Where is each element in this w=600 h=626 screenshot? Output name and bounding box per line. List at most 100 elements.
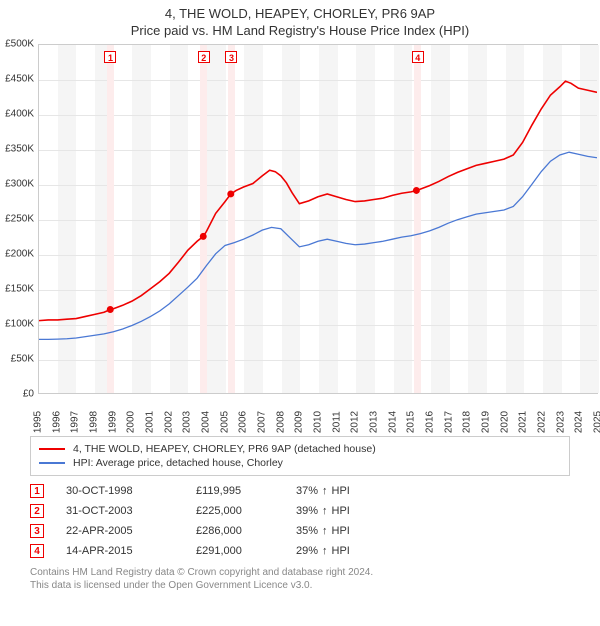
x-tick-label: 2003	[182, 411, 193, 433]
event-row: 2 31-OCT-2003£225,00039% ↑ HPI	[30, 504, 570, 518]
event-pct-value: 29%	[296, 545, 318, 557]
plot-area: 1 2 3 4	[38, 44, 598, 394]
event-marker-1: 1	[104, 51, 116, 63]
footer-line1: Contains HM Land Registry data © Crown c…	[30, 566, 570, 579]
event-row: 4 14-APR-2015£291,00029% ↑ HPI	[30, 544, 570, 558]
x-tick-label: 2012	[350, 411, 361, 433]
x-tick-label: 1995	[33, 411, 44, 433]
x-tick-label: 2019	[481, 411, 492, 433]
events-table: 130-OCT-1998£119,99537%↑HPI231-OCT-2003£…	[30, 484, 570, 558]
x-tick-label: 2008	[275, 411, 286, 433]
x-tick-label: 2013	[369, 411, 380, 433]
y-tick-label: £250K	[5, 214, 34, 225]
y-tick-label: £200K	[5, 249, 34, 260]
event-pct: 37%↑HPI	[296, 485, 350, 497]
event-date: 14-APR-2015	[66, 545, 196, 557]
y-tick-label: £450K	[5, 74, 34, 85]
event-number: 4	[30, 544, 44, 558]
event-date: 30-OCT-1998	[66, 485, 196, 497]
x-tick-label: 2016	[425, 411, 436, 433]
event-dot	[227, 190, 234, 197]
event-pct-value: 39%	[296, 505, 318, 517]
x-tick-label: 2005	[219, 411, 230, 433]
event-suffix: HPI	[332, 525, 350, 537]
legend-label: HPI: Average price, detached house, Chor…	[73, 457, 283, 469]
x-tick-label: 2001	[145, 411, 156, 433]
legend-swatch	[39, 462, 65, 464]
x-tick-label: 2015	[406, 411, 417, 433]
x-tick-label: 1996	[51, 411, 62, 433]
x-tick-label: 2022	[537, 411, 548, 433]
arrow-up-icon: ↑	[322, 505, 328, 517]
x-tick-label: 2020	[499, 411, 510, 433]
chart-title-line1: 4, THE WOLD, HEAPEY, CHORLEY, PR6 9AP	[0, 6, 600, 21]
event-price: £119,995	[196, 485, 296, 497]
event-dot	[107, 306, 114, 313]
event-price: £225,000	[196, 505, 296, 517]
line-layer	[39, 45, 597, 393]
event-pct: 29% ↑ HPI	[296, 545, 350, 557]
event-date: 31-OCT-2003	[66, 505, 196, 517]
event-number: 3	[30, 524, 44, 538]
event-pct: 35% ↑ HPI	[296, 525, 350, 537]
series-line	[39, 152, 597, 339]
x-axis: 1995199619971998199920002001200220032004…	[38, 394, 598, 428]
event-number: 2	[30, 504, 44, 518]
event-pct-value: 37%	[296, 485, 318, 497]
x-tick-label: 2017	[443, 411, 454, 433]
chart-title-line2: Price paid vs. HM Land Registry's House …	[0, 23, 600, 38]
y-tick-label: £50K	[11, 354, 34, 365]
arrow-up-icon: ↑	[322, 525, 328, 537]
event-row: 1 30-OCT-1998£119,99537%↑HPI	[30, 484, 570, 498]
x-tick-label: 2014	[387, 411, 398, 433]
event-marker-4: 4	[412, 51, 424, 63]
x-tick-label: 2002	[163, 411, 174, 433]
event-date: 22-APR-2005	[66, 525, 196, 537]
legend-swatch	[39, 448, 65, 450]
y-tick-label: £500K	[5, 39, 34, 50]
footer-line2: This data is licensed under the Open Gov…	[30, 579, 570, 592]
y-tick-label: £100K	[5, 319, 34, 330]
y-tick-label: £350K	[5, 144, 34, 155]
event-number: 1	[30, 484, 44, 498]
event-pct-value: 35%	[296, 525, 318, 537]
event-suffix: HPI	[332, 545, 350, 557]
event-price: £286,000	[196, 525, 296, 537]
event-dot	[413, 187, 420, 194]
x-tick-label: 2004	[201, 411, 212, 433]
y-axis: £0£50K£100K£150K£200K£250K£300K£350K£400…	[0, 44, 36, 394]
event-pct: 39% ↑ HPI	[296, 505, 350, 517]
series-line	[39, 81, 597, 320]
x-tick-label: 2000	[126, 411, 137, 433]
event-row: 3 22-APR-2005£286,00035% ↑ HPI	[30, 524, 570, 538]
x-tick-label: 2024	[574, 411, 585, 433]
legend-item: 4, THE WOLD, HEAPEY, CHORLEY, PR6 9AP (d…	[39, 443, 561, 455]
y-tick-label: £150K	[5, 284, 34, 295]
x-tick-label: 2021	[518, 411, 529, 433]
x-tick-label: 2011	[331, 411, 342, 433]
footer-attribution: Contains HM Land Registry data © Crown c…	[30, 566, 570, 592]
event-marker-2: 2	[198, 51, 210, 63]
x-tick-label: 1998	[89, 411, 100, 433]
x-tick-label: 2009	[294, 411, 305, 433]
chart-area: £0£50K£100K£150K£200K£250K£300K£350K£400…	[38, 44, 598, 394]
legend: 4, THE WOLD, HEAPEY, CHORLEY, PR6 9AP (d…	[30, 436, 570, 476]
x-tick-label: 2007	[257, 411, 268, 433]
event-price: £291,000	[196, 545, 296, 557]
x-tick-label: 2010	[313, 411, 324, 433]
x-tick-label: 2023	[555, 411, 566, 433]
x-tick-label: 2018	[462, 411, 473, 433]
event-marker-3: 3	[225, 51, 237, 63]
x-tick-label: 2025	[593, 411, 600, 433]
event-suffix: HPI	[332, 485, 350, 497]
x-tick-label: 2006	[238, 411, 249, 433]
arrow-up-icon: ↑	[322, 545, 328, 557]
legend-item: HPI: Average price, detached house, Chor…	[39, 457, 561, 469]
legend-label: 4, THE WOLD, HEAPEY, CHORLEY, PR6 9AP (d…	[73, 443, 376, 455]
event-dot	[200, 233, 207, 240]
event-suffix: HPI	[332, 505, 350, 517]
y-tick-label: £0	[23, 389, 34, 400]
y-tick-label: £300K	[5, 179, 34, 190]
y-tick-label: £400K	[5, 109, 34, 120]
x-tick-label: 1999	[107, 411, 118, 433]
